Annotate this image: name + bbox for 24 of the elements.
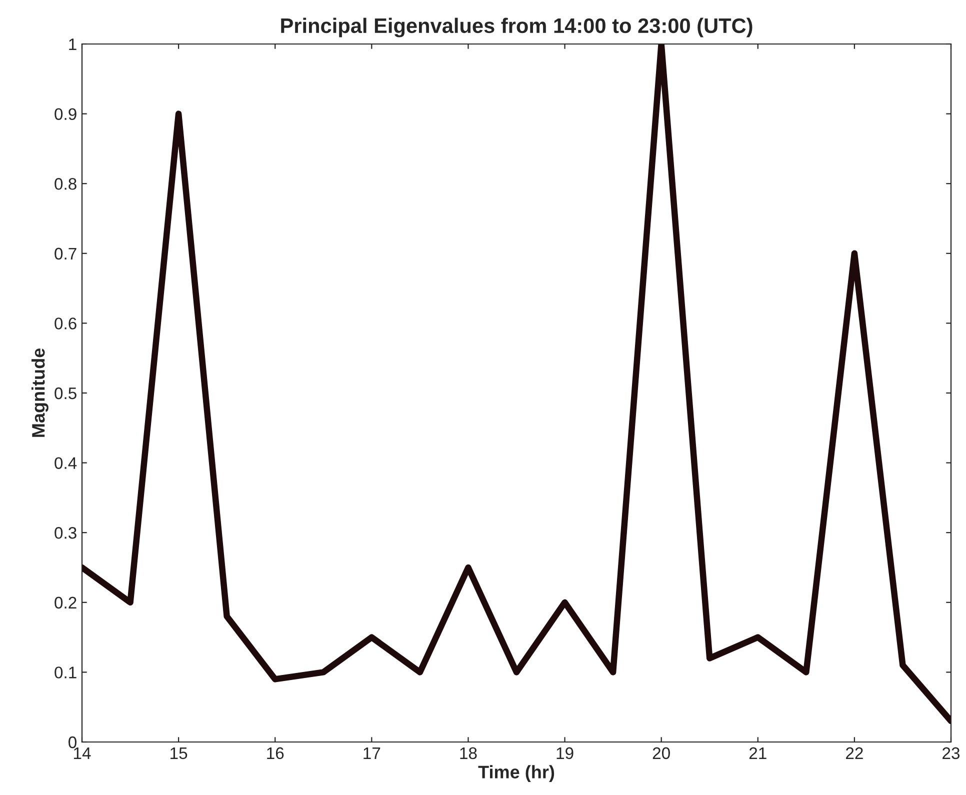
x-tick-label: 23 xyxy=(942,747,960,760)
x-tick-label: 19 xyxy=(556,747,574,760)
chart-title: Principal Eigenvalues from 14:00 to 23:00 (UTC) xyxy=(281,18,752,38)
x-tick-label: 15 xyxy=(170,747,188,760)
x-tick-label: 17 xyxy=(364,747,380,759)
x-tick-label: 16 xyxy=(267,747,284,760)
y-tick-label: 0.9 xyxy=(54,108,76,120)
y-tick-label: 0.2 xyxy=(54,596,76,609)
x-tick-label: 21 xyxy=(749,747,766,759)
y-tick-label: 0.7 xyxy=(54,248,76,260)
x-tick-label: 18 xyxy=(460,747,477,760)
y-tick-label: 0.5 xyxy=(54,387,76,400)
y-tick-label: 0.6 xyxy=(54,318,76,330)
y-tick-label: 0.8 xyxy=(54,178,76,190)
y-tick-label: 0 xyxy=(68,736,76,748)
x-axis-title: Time (hr) xyxy=(478,765,554,782)
x-tick-label: 14 xyxy=(74,747,91,759)
y-tick-label: 0.1 xyxy=(54,666,76,678)
y-tick-label: 0.3 xyxy=(54,527,76,539)
y-axis-title: Magnitude xyxy=(32,348,48,437)
y-tick-label: 0.4 xyxy=(54,457,77,470)
y-tick-label: 1 xyxy=(69,38,76,50)
x-tick-label: 22 xyxy=(846,747,863,759)
x-tick-label: 20 xyxy=(652,747,670,760)
